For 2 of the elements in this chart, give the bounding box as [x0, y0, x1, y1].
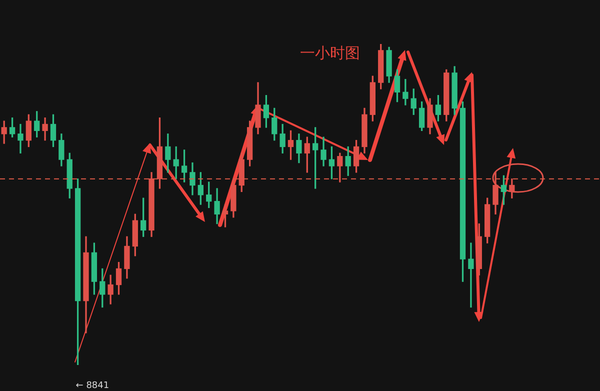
text: ← 8841 — [76, 380, 110, 391]
chart-title: 一小时图 — [300, 44, 360, 62]
